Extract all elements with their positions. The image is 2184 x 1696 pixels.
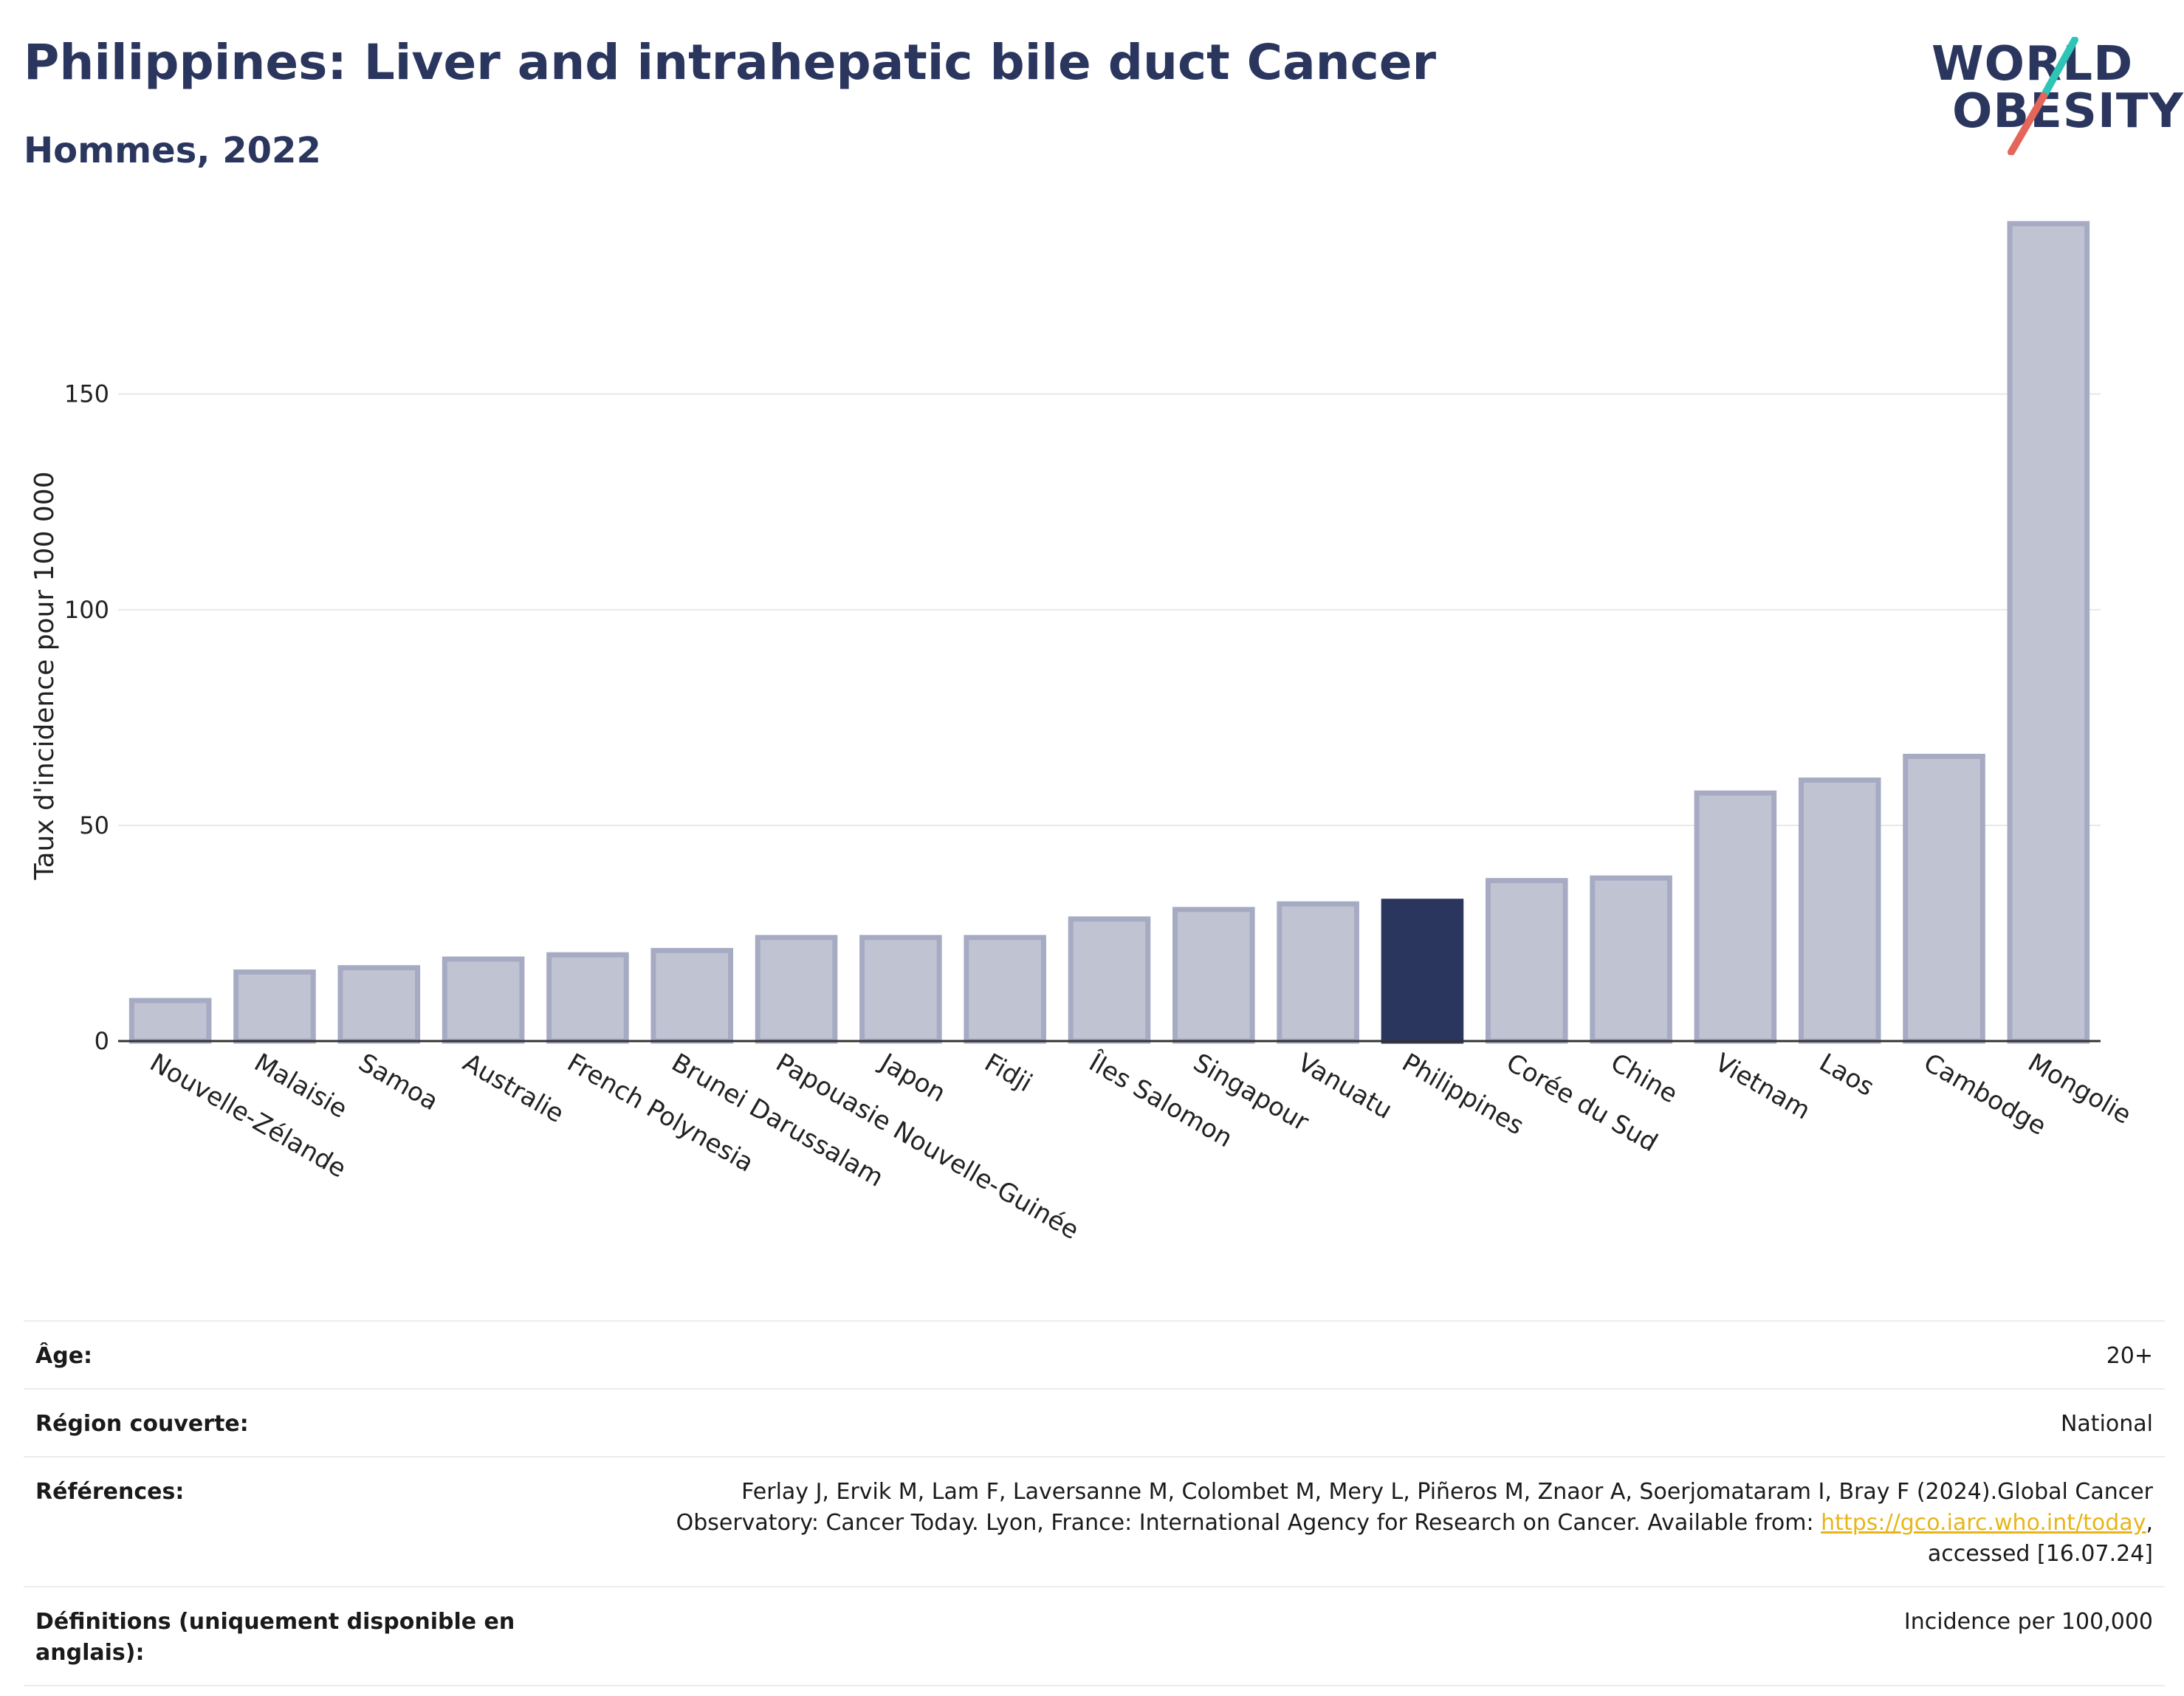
region-label: Région couverte: (35, 1411, 249, 1437)
bar (650, 947, 734, 1044)
bar (1068, 916, 1151, 1044)
page-title: Philippines: Liver and intrahepatic bile… (24, 34, 1437, 91)
references-accessed: , accessed [16.07.24] (1927, 1510, 2153, 1567)
bar-chart: 0 50 100 150 Taux d'incidence pour 100 000 No… (30, 221, 2136, 1246)
bar (546, 952, 629, 1044)
x-tick-label: Laos (1814, 1048, 1879, 1102)
bar (442, 956, 525, 1044)
bar (755, 935, 838, 1044)
y-tick-label: 50 (79, 811, 109, 840)
metadata-table: Âge: 20+ Région couverte: National Référ… (24, 1320, 2165, 1686)
bar (1694, 790, 1777, 1044)
definitions-value: Incidence per 100,000 (1903, 1609, 2153, 1635)
x-tick-label: Japon (874, 1047, 951, 1108)
bar (128, 998, 212, 1044)
meta-row-definitions: Définitions (uniquement disponible en an… (24, 1586, 2165, 1686)
age-value: 20+ (2106, 1343, 2153, 1369)
y-tick-label: 0 (95, 1027, 109, 1055)
y-tick-label: 150 (64, 380, 109, 408)
bar (1172, 907, 1255, 1044)
x-tick-label: Nouvelle-Zélande (145, 1048, 351, 1184)
bar (1903, 753, 1985, 1044)
x-tick-label: Australie (458, 1048, 569, 1129)
logo-slash-icon (2008, 37, 2078, 155)
x-tick-label: Samoa (354, 1048, 443, 1116)
bar (1381, 899, 1464, 1044)
references-label: Références: (35, 1479, 185, 1505)
bar (964, 935, 1046, 1044)
references-value: Ferlay J, Ervik M, Lam F, Laversanne M, … (602, 1477, 2153, 1570)
bar (1798, 777, 1881, 1044)
references-text: Ferlay J, Ervik M, Lam F, Laversanne M, … (676, 1479, 2153, 1536)
logo-line-2: OBESITY (1952, 84, 2184, 139)
age-label: Âge: (35, 1343, 93, 1369)
x-tick-label: Fidji (980, 1048, 1037, 1098)
bar (1485, 878, 1568, 1044)
logo-line-1: WORLD (1931, 37, 2134, 92)
bar (337, 965, 421, 1044)
y-tick-label: 100 (64, 596, 109, 624)
bar (2007, 221, 2090, 1044)
x-tick-label: French Polynesia (562, 1048, 758, 1178)
meta-row-references: Références: Ferlay J, Ervik M, Lam F, La… (24, 1456, 2165, 1586)
x-tick-label: Vietnam (1710, 1048, 1816, 1126)
page-subtitle: Hommes, 2022 (24, 130, 321, 171)
world-obesity-logo: WORLD OBESITY (1920, 37, 2183, 155)
region-value: National (2060, 1411, 2153, 1437)
references-link[interactable]: https://gco.iarc.who.int/today (1821, 1510, 2146, 1536)
definitions-label: Définitions (uniquement disponible en an… (35, 1609, 515, 1666)
bar (1277, 901, 1359, 1044)
bar (1590, 875, 1672, 1044)
meta-row-region: Région couverte: National (24, 1388, 2165, 1456)
meta-row-age: Âge: 20+ (24, 1320, 2165, 1388)
y-axis-label: Taux d'incidence pour 100 000 (30, 471, 60, 880)
x-tick-label: Chine (1606, 1048, 1683, 1109)
bar (233, 969, 316, 1044)
bar (859, 935, 942, 1044)
